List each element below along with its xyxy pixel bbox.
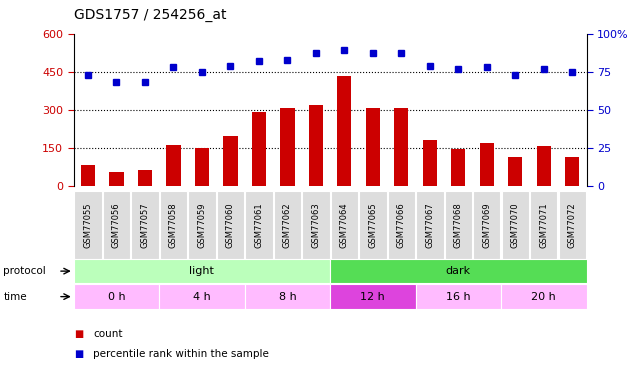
Text: 4 h: 4 h — [193, 292, 211, 302]
Text: GSM77056: GSM77056 — [112, 202, 121, 248]
FancyBboxPatch shape — [74, 192, 102, 259]
Bar — [223, 136, 238, 186]
Text: GSM77057: GSM77057 — [140, 202, 149, 248]
Bar — [537, 146, 551, 186]
FancyBboxPatch shape — [245, 284, 330, 309]
Text: 16 h: 16 h — [446, 292, 470, 302]
Text: GSM77072: GSM77072 — [568, 202, 577, 248]
FancyBboxPatch shape — [74, 259, 330, 284]
FancyBboxPatch shape — [558, 192, 586, 259]
Text: GSM77059: GSM77059 — [197, 202, 206, 248]
Text: GSM77069: GSM77069 — [482, 202, 491, 248]
Text: GSM77063: GSM77063 — [312, 202, 320, 248]
Text: GSM77064: GSM77064 — [340, 202, 349, 248]
FancyBboxPatch shape — [502, 192, 529, 259]
Text: GSM77061: GSM77061 — [254, 202, 263, 248]
Text: 12 h: 12 h — [360, 292, 385, 302]
FancyBboxPatch shape — [159, 284, 245, 309]
Bar — [166, 145, 181, 186]
Bar — [451, 149, 465, 186]
Bar — [280, 108, 294, 186]
Text: protocol: protocol — [3, 266, 46, 276]
FancyBboxPatch shape — [359, 192, 387, 259]
FancyBboxPatch shape — [330, 284, 415, 309]
FancyBboxPatch shape — [330, 259, 587, 284]
Text: 8 h: 8 h — [278, 292, 296, 302]
Bar — [394, 108, 408, 186]
FancyBboxPatch shape — [160, 192, 187, 259]
Text: GSM77071: GSM77071 — [539, 202, 548, 248]
Bar — [366, 108, 380, 186]
Text: GDS1757 / 254256_at: GDS1757 / 254256_at — [74, 9, 226, 22]
Text: GSM77058: GSM77058 — [169, 202, 178, 248]
Bar — [508, 156, 522, 186]
Text: GSM77066: GSM77066 — [397, 202, 406, 248]
FancyBboxPatch shape — [530, 192, 558, 259]
Bar — [195, 148, 209, 186]
FancyBboxPatch shape — [473, 192, 501, 259]
Text: GSM77055: GSM77055 — [83, 202, 92, 248]
Text: 0 h: 0 h — [108, 292, 125, 302]
Text: GSM77068: GSM77068 — [454, 202, 463, 248]
FancyBboxPatch shape — [415, 284, 501, 309]
Text: ■: ■ — [74, 329, 83, 339]
Text: 20 h: 20 h — [531, 292, 556, 302]
Text: GSM77070: GSM77070 — [511, 202, 520, 248]
FancyBboxPatch shape — [131, 192, 158, 259]
Text: GSM77062: GSM77062 — [283, 202, 292, 248]
Text: time: time — [3, 292, 27, 302]
Text: count: count — [93, 329, 122, 339]
FancyBboxPatch shape — [388, 192, 415, 259]
Bar — [565, 156, 579, 186]
Text: GSM77065: GSM77065 — [369, 202, 378, 248]
Text: GSM77067: GSM77067 — [426, 202, 435, 248]
Bar — [309, 105, 323, 186]
FancyBboxPatch shape — [331, 192, 358, 259]
Text: dark: dark — [445, 266, 471, 276]
Text: percentile rank within the sample: percentile rank within the sample — [93, 350, 269, 359]
Text: GSM77060: GSM77060 — [226, 202, 235, 248]
Bar — [479, 142, 494, 186]
FancyBboxPatch shape — [445, 192, 472, 259]
Bar — [337, 75, 351, 186]
Bar — [110, 172, 124, 186]
Text: ■: ■ — [74, 350, 83, 359]
Bar — [252, 112, 266, 186]
FancyBboxPatch shape — [501, 284, 587, 309]
FancyBboxPatch shape — [103, 192, 130, 259]
Text: light: light — [190, 266, 214, 276]
FancyBboxPatch shape — [416, 192, 444, 259]
Bar — [81, 165, 95, 186]
FancyBboxPatch shape — [188, 192, 215, 259]
FancyBboxPatch shape — [217, 192, 244, 259]
FancyBboxPatch shape — [302, 192, 329, 259]
Bar — [422, 140, 437, 186]
FancyBboxPatch shape — [274, 192, 301, 259]
FancyBboxPatch shape — [74, 284, 159, 309]
FancyBboxPatch shape — [246, 192, 272, 259]
Bar — [138, 170, 152, 186]
